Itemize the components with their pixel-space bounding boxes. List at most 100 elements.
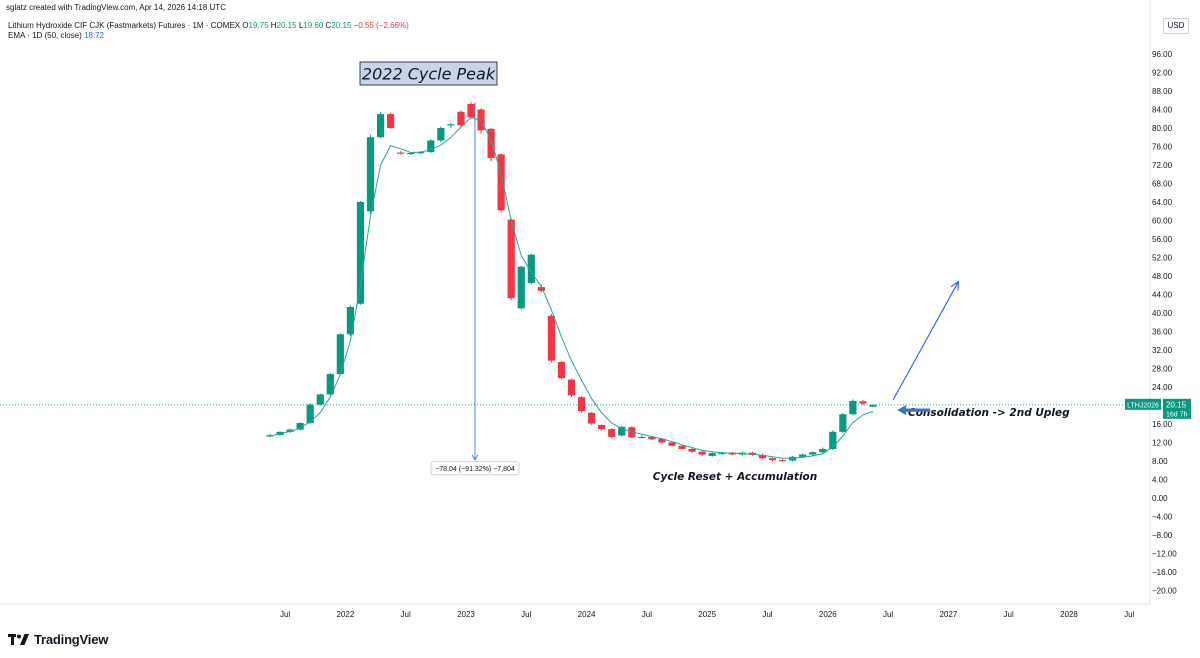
reset-annotation: Cycle Reset + Accumulation xyxy=(653,471,817,483)
y-tick-label: 20.00 xyxy=(1152,402,1173,411)
candle-body xyxy=(688,448,696,452)
peak-title-box xyxy=(359,61,498,86)
ema-line xyxy=(269,116,874,459)
y-tick-label: 16.00 xyxy=(1152,420,1173,429)
candle-body xyxy=(356,202,365,304)
candle-body xyxy=(286,429,294,432)
candle-body xyxy=(648,436,656,440)
symbol-tag-box xyxy=(1125,398,1161,410)
y-tick-label: 12.00 xyxy=(1152,439,1173,448)
y-tick-label: 76.00 xyxy=(1152,143,1173,152)
candle-body xyxy=(336,334,344,375)
high-label: H xyxy=(270,21,277,30)
y-tick-label: 44.00 xyxy=(1152,291,1173,300)
candle-body xyxy=(397,152,405,154)
currency-selector[interactable]: USD xyxy=(1163,18,1189,34)
candle-body xyxy=(376,114,385,138)
y-tick-label: 72.00 xyxy=(1152,161,1173,170)
candle-body xyxy=(487,128,495,159)
candle-body xyxy=(849,400,857,415)
last-price-box xyxy=(1163,398,1191,419)
y-tick-label: −12.00 xyxy=(1152,550,1177,559)
y-tick-label: 4.00 xyxy=(1152,476,1168,485)
candle-body xyxy=(718,452,726,455)
y-tick-label: 60.00 xyxy=(1152,217,1173,226)
peak-title: 2022 Cycle Peak xyxy=(362,65,496,84)
y-tick-label: 68.00 xyxy=(1152,180,1173,189)
y-tick-label: 92.00 xyxy=(1152,69,1173,78)
candle-body xyxy=(366,137,375,212)
y-tick-label: 56.00 xyxy=(1152,235,1173,244)
projection-arrowhead xyxy=(950,280,960,291)
y-tick-label: 24.00 xyxy=(1152,383,1173,392)
countdown-label: 16d 7h xyxy=(1166,411,1188,418)
x-tick-label: Jul xyxy=(280,610,290,619)
candle-body xyxy=(839,414,847,432)
candle-body xyxy=(557,362,566,379)
symbol-tag: LTHJ2026 xyxy=(1127,402,1159,409)
y-tick-label: 40.00 xyxy=(1152,309,1173,318)
x-tick-label: 2026 xyxy=(819,610,837,619)
candle-body xyxy=(708,453,716,456)
x-tick-label: 2024 xyxy=(578,610,596,619)
candle-body xyxy=(819,448,827,453)
y-tick-label: −16.00 xyxy=(1152,568,1177,577)
y-tick-label: 52.00 xyxy=(1152,254,1173,263)
x-tick-label: 2027 xyxy=(939,610,957,619)
y-tick-label: 80.00 xyxy=(1152,124,1173,133)
candle-body xyxy=(577,397,586,412)
candle-body xyxy=(668,442,676,446)
y-tick-label: −4.00 xyxy=(1152,513,1173,522)
y-tick-label: 0.00 xyxy=(1152,494,1168,503)
candle-body xyxy=(407,152,415,155)
candle-body xyxy=(588,412,596,424)
candle-body xyxy=(658,438,666,443)
candle-body xyxy=(768,458,777,461)
projection-arrow-line xyxy=(892,281,959,401)
x-tick-label: Jul xyxy=(1004,610,1014,619)
ema-legend: EMA · 1D (50, close) 18.72 xyxy=(8,31,104,40)
candle-body xyxy=(527,254,535,283)
candle-body xyxy=(306,404,314,424)
y-tick-label: 32.00 xyxy=(1152,346,1173,355)
candle-body xyxy=(567,379,576,396)
y-tick-label: −20.00 xyxy=(1152,587,1177,596)
candle-body xyxy=(326,374,334,395)
x-tick-label: Jul xyxy=(521,610,531,619)
x-tick-label: 2022 xyxy=(336,610,354,619)
y-tick-label: 88.00 xyxy=(1152,87,1173,96)
candle-body xyxy=(427,140,435,153)
candle-body xyxy=(598,424,606,430)
candle-body xyxy=(477,109,485,131)
ema-label[interactable]: EMA · 1D (50, close) xyxy=(8,31,82,40)
candle-body xyxy=(387,114,395,128)
measure-label: −78.04 (−91.32%) −7,804 xyxy=(435,466,515,473)
created-by-caption: sglatz created with TradingView.com, Apr… xyxy=(6,3,226,12)
y-tick-label: 8.00 xyxy=(1152,457,1168,466)
y-tick-label: 28.00 xyxy=(1152,365,1173,374)
x-tick-label: Jul xyxy=(762,610,772,619)
candle-body xyxy=(346,306,354,335)
y-tick-label: 84.00 xyxy=(1152,106,1173,115)
candle-body xyxy=(829,431,837,449)
x-tick-label: Jul xyxy=(642,610,652,619)
x-tick-label: Jul xyxy=(1124,610,1134,619)
instrument-legend: Lithium Hydroxide CIF CJK (Fastmarkets) … xyxy=(8,21,409,30)
measure-arrowhead xyxy=(471,454,479,461)
pointer-arrowhead xyxy=(897,405,907,416)
candle-body xyxy=(537,287,545,291)
low-label: L xyxy=(298,21,304,30)
instrument-name[interactable]: Lithium Hydroxide CIF CJK (Fastmarkets) … xyxy=(8,21,241,30)
candle-body xyxy=(437,128,445,141)
candle-body xyxy=(758,454,767,459)
candle-body xyxy=(316,394,324,405)
y-tick-label: 96.00 xyxy=(1152,50,1173,59)
candle-body xyxy=(447,124,455,126)
candle-body xyxy=(859,401,867,404)
candle-body xyxy=(809,452,817,455)
ema-value: 18.72 xyxy=(84,31,105,40)
low-value: 19.60 xyxy=(303,21,324,30)
measure-label-box xyxy=(430,461,520,476)
tradingview-brand: TradingView xyxy=(8,632,108,647)
